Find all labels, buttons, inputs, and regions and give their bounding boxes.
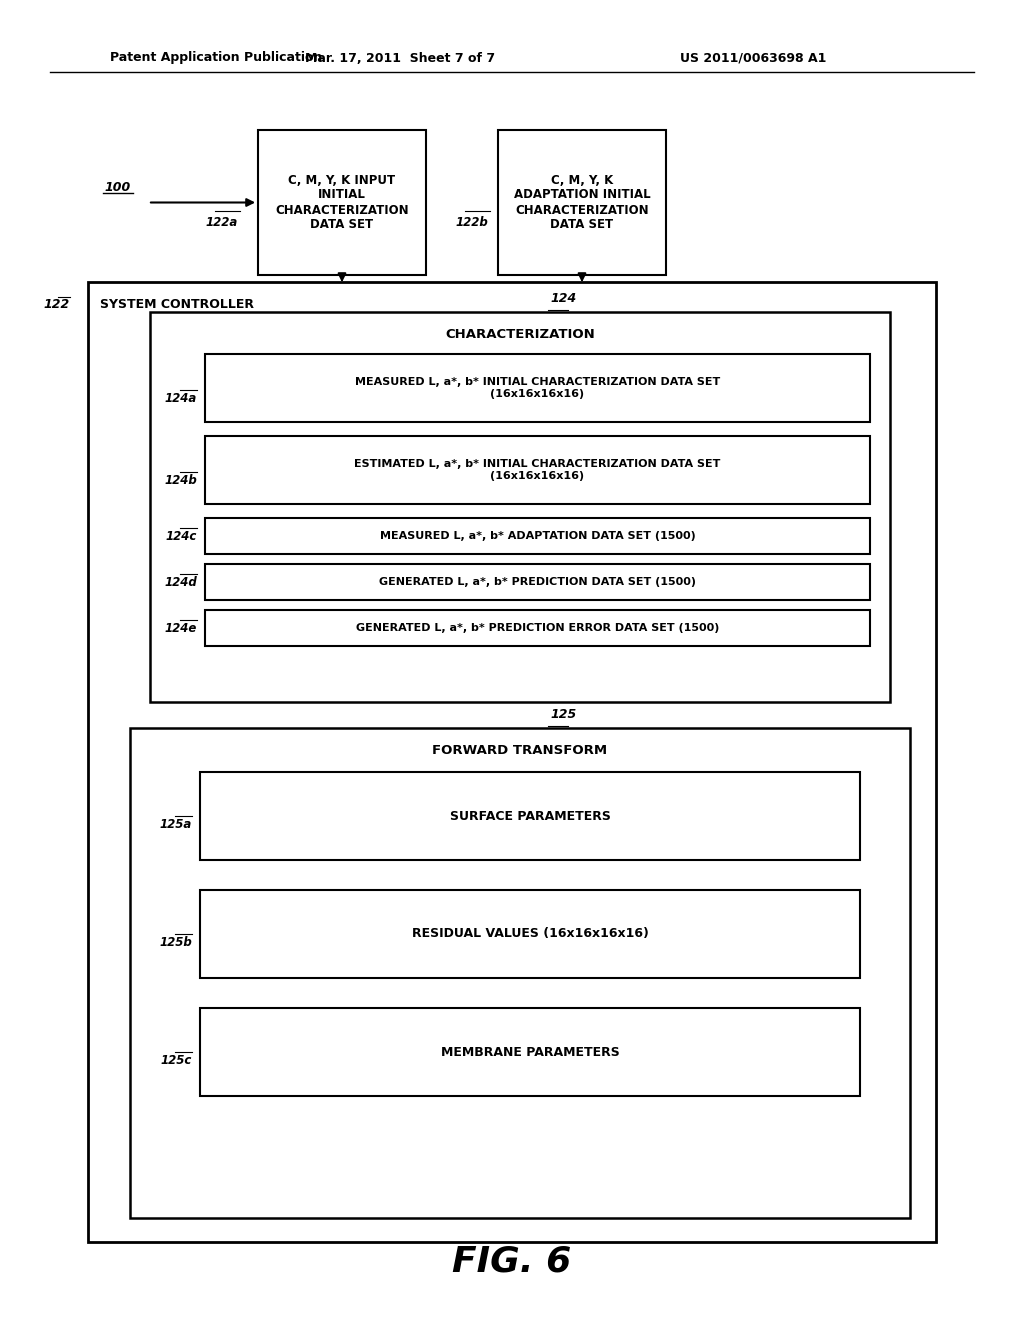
- Text: MEASURED L, a*, b* INITIAL CHARACTERIZATION DATA SET
(16x16x16x16): MEASURED L, a*, b* INITIAL CHARACTERIZAT…: [355, 378, 720, 399]
- Bar: [205, 354, 870, 422]
- Text: 122b: 122b: [456, 216, 488, 228]
- Bar: [205, 610, 870, 645]
- Text: 124d: 124d: [164, 576, 197, 589]
- Bar: [498, 129, 666, 275]
- Text: 124: 124: [550, 292, 577, 305]
- Text: GENERATED L, a*, b* PREDICTION DATA SET (1500): GENERATED L, a*, b* PREDICTION DATA SET …: [379, 577, 696, 587]
- Text: 125: 125: [550, 708, 577, 721]
- Text: 122a: 122a: [206, 216, 238, 228]
- Bar: [200, 1008, 860, 1096]
- Text: 125a: 125a: [160, 817, 193, 830]
- Text: Patent Application Publication: Patent Application Publication: [110, 51, 323, 65]
- Text: 124e: 124e: [165, 622, 197, 635]
- Text: C, M, Y, K
ADAPTATION INITIAL
CHARACTERIZATION
DATA SET: C, M, Y, K ADAPTATION INITIAL CHARACTERI…: [514, 173, 650, 231]
- Bar: [205, 436, 870, 504]
- Text: Mar. 17, 2011  Sheet 7 of 7: Mar. 17, 2011 Sheet 7 of 7: [305, 51, 495, 65]
- Bar: [205, 564, 870, 601]
- Text: FORWARD TRANSFORM: FORWARD TRANSFORM: [432, 743, 607, 756]
- Text: US 2011/0063698 A1: US 2011/0063698 A1: [680, 51, 826, 65]
- Text: GENERATED L, a*, b* PREDICTION ERROR DATA SET (1500): GENERATED L, a*, b* PREDICTION ERROR DAT…: [355, 623, 719, 634]
- Text: 125c: 125c: [161, 1053, 193, 1067]
- Bar: [258, 129, 426, 275]
- Text: 124c: 124c: [166, 529, 197, 543]
- Bar: [88, 282, 936, 1242]
- Text: 122: 122: [44, 297, 70, 310]
- Bar: [130, 729, 910, 1218]
- Text: RESIDUAL VALUES (16x16x16x16): RESIDUAL VALUES (16x16x16x16): [412, 928, 648, 940]
- Text: SURFACE PARAMETERS: SURFACE PARAMETERS: [450, 809, 610, 822]
- Text: 100: 100: [104, 181, 131, 194]
- Bar: [200, 772, 860, 861]
- Text: C, M, Y, K INPUT
INITIAL
CHARACTERIZATION
DATA SET: C, M, Y, K INPUT INITIAL CHARACTERIZATIO…: [275, 173, 409, 231]
- Text: SYSTEM CONTROLLER: SYSTEM CONTROLLER: [100, 297, 254, 310]
- Bar: [205, 517, 870, 554]
- Text: FIG. 6: FIG. 6: [453, 1245, 571, 1279]
- Text: 124a: 124a: [165, 392, 197, 404]
- Text: 125b: 125b: [160, 936, 193, 949]
- Bar: [200, 890, 860, 978]
- Text: ESTIMATED L, a*, b* INITIAL CHARACTERIZATION DATA SET
(16x16x16x16): ESTIMATED L, a*, b* INITIAL CHARACTERIZA…: [354, 459, 721, 480]
- Text: 124b: 124b: [164, 474, 197, 487]
- Text: MEASURED L, a*, b* ADAPTATION DATA SET (1500): MEASURED L, a*, b* ADAPTATION DATA SET (…: [380, 531, 695, 541]
- Bar: [150, 312, 890, 702]
- Text: CHARACTERIZATION: CHARACTERIZATION: [445, 327, 595, 341]
- Text: MEMBRANE PARAMETERS: MEMBRANE PARAMETERS: [440, 1045, 620, 1059]
